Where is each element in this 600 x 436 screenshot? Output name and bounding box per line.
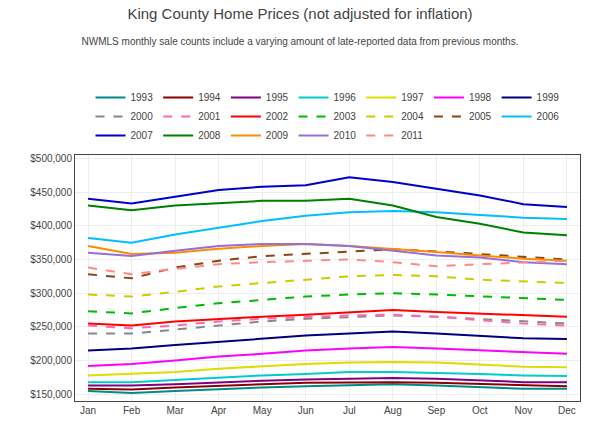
svg-text:2007: 2007 [131, 130, 154, 141]
svg-text:$450,000: $450,000 [30, 187, 72, 198]
svg-text:1994: 1994 [198, 92, 221, 103]
svg-text:2005: 2005 [469, 111, 492, 122]
svg-text:2003: 2003 [334, 111, 357, 122]
svg-text:$200,000: $200,000 [30, 355, 72, 366]
svg-text:1995: 1995 [266, 92, 289, 103]
svg-text:Apr: Apr [211, 405, 227, 416]
svg-text:$250,000: $250,000 [30, 321, 72, 332]
svg-text:Oct: Oct [472, 405, 488, 416]
svg-text:Feb: Feb [123, 405, 141, 416]
svg-text:1997: 1997 [401, 92, 424, 103]
svg-text:2004: 2004 [401, 111, 424, 122]
svg-text:$500,000: $500,000 [30, 153, 72, 164]
svg-text:NWMLS monthly sale counts incl: NWMLS monthly sale counts include a vary… [82, 36, 519, 47]
svg-text:2008: 2008 [198, 130, 221, 141]
svg-text:2001: 2001 [198, 111, 221, 122]
svg-text:$350,000: $350,000 [30, 254, 72, 265]
svg-text:2010: 2010 [334, 130, 357, 141]
svg-text:1996: 1996 [334, 92, 357, 103]
svg-text:May: May [253, 405, 272, 416]
svg-text:King County Home Prices (not a: King County Home Prices (not adjusted fo… [127, 5, 472, 22]
svg-text:2002: 2002 [266, 111, 289, 122]
svg-text:2011: 2011 [401, 130, 423, 141]
svg-text:1993: 1993 [131, 92, 154, 103]
svg-text:Aug: Aug [384, 405, 402, 416]
svg-text:1999: 1999 [537, 92, 560, 103]
svg-text:Nov: Nov [515, 405, 533, 416]
svg-text:2009: 2009 [266, 130, 289, 141]
svg-text:Mar: Mar [167, 405, 185, 416]
svg-text:$150,000: $150,000 [30, 389, 72, 400]
svg-text:$400,000: $400,000 [30, 220, 72, 231]
svg-text:1998: 1998 [469, 92, 492, 103]
svg-text:Jul: Jul [343, 405, 356, 416]
svg-text:2000: 2000 [131, 111, 154, 122]
svg-text:Sep: Sep [427, 405, 445, 416]
svg-text:Jan: Jan [80, 405, 96, 416]
svg-text:$300,000: $300,000 [30, 288, 72, 299]
svg-text:2006: 2006 [537, 111, 560, 122]
svg-text:Dec: Dec [558, 405, 576, 416]
svg-text:Jun: Jun [298, 405, 314, 416]
